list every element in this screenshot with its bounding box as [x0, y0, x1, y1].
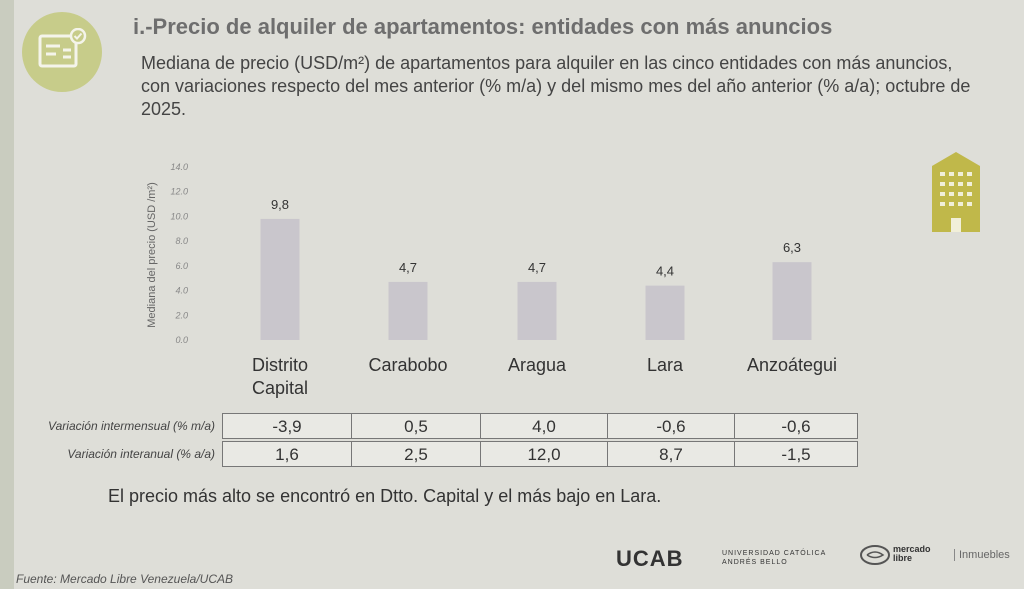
ml-line1: mercado — [893, 544, 931, 554]
bar-value-label: 9,8 — [271, 197, 289, 212]
ucab-logo-subtitle: UNIVERSIDAD CATÓLICA ANDRÉS BELLO — [722, 549, 826, 567]
source-note: Fuente: Mercado Libre Venezuela/UCAB — [16, 572, 234, 586]
table-cell: 0,5 — [351, 413, 481, 439]
y-tick-label: 6.0 — [175, 261, 188, 271]
y-tick-label: 14.0 — [170, 162, 188, 172]
table-cell: 4,0 — [480, 413, 608, 439]
x-tick-label: Carabobo — [368, 355, 447, 375]
bar-chart: Mediana del precio (USD /m²) 0.0 2.0 4.0 6.0… — [140, 155, 880, 405]
left-accent-bar — [0, 0, 14, 589]
x-tick-label: Lara — [647, 355, 684, 375]
y-tick-label: 0.0 — [175, 335, 188, 345]
document-check-icon — [22, 12, 102, 92]
x-tick-label: Capital — [252, 378, 308, 398]
x-tick-label: Anzoátegui — [747, 355, 837, 375]
bar — [517, 281, 557, 340]
ucab-line1: UNIVERSIDAD CATÓLICA — [722, 550, 827, 557]
x-tick-label: Aragua — [508, 355, 567, 375]
y-tick-label: 4.0 — [175, 286, 188, 296]
bar-value-label: 6,3 — [783, 240, 801, 255]
building-icon — [928, 152, 984, 237]
row-label: Variación intermensual (% m/a) — [48, 419, 215, 433]
ml-line2: libre — [893, 553, 913, 563]
inmuebles-label: Inmuebles — [954, 549, 1010, 561]
bar-value-label: 4,4 — [656, 264, 674, 279]
y-axis-label: Mediana del precio (USD /m²) — [146, 182, 158, 328]
ucab-line2: ANDRÉS BELLO — [722, 559, 788, 566]
table-cell: -0,6 — [734, 413, 858, 439]
conclusion-text: El precio más alto se encontró en Dtto. … — [108, 486, 662, 506]
table-cell: 8,7 — [607, 441, 735, 467]
mercadolibre-logo: mercado libre — [893, 545, 931, 563]
y-tick-label: 10.0 — [170, 211, 188, 221]
y-tick-label: 2.0 — [174, 310, 188, 320]
chart-svg: Mediana del precio (USD /m²) 0.0 2.0 4.0 6.0… — [146, 162, 837, 398]
bar-value-label: 4,7 — [528, 260, 546, 275]
page-title: i.-Precio de alquiler de apartamentos: e… — [133, 14, 833, 39]
bar — [645, 285, 685, 340]
y-tick-label: 8.0 — [175, 236, 188, 246]
bar — [388, 281, 428, 340]
bar — [772, 262, 812, 340]
bar-value-label: 4,7 — [399, 260, 417, 275]
x-tick-label: Distrito — [252, 355, 308, 375]
ucab-logo: UCAB — [616, 546, 684, 571]
table-cell: -1,5 — [734, 441, 858, 467]
bar — [260, 218, 300, 340]
table-cell: -3,9 — [222, 413, 352, 439]
handshake-icon — [860, 545, 890, 565]
table-cell: 2,5 — [351, 441, 481, 467]
table-cell: 12,0 — [480, 441, 608, 467]
row-label: Variación interanual (% a/a) — [67, 447, 215, 461]
table-cell: -0,6 — [607, 413, 735, 439]
page-subtitle: Mediana de precio (USD/m²) de apartament… — [141, 53, 971, 119]
table-cell: 1,6 — [222, 441, 352, 467]
y-tick-label: 12.0 — [170, 187, 188, 197]
